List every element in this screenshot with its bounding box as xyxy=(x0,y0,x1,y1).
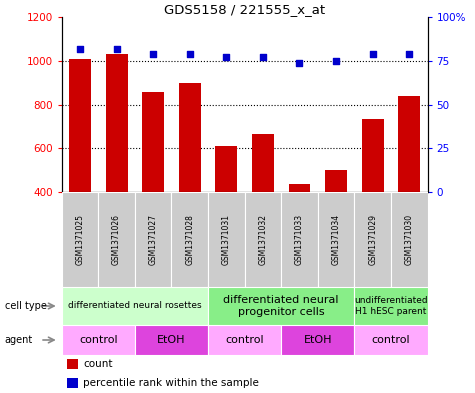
Text: GSM1371028: GSM1371028 xyxy=(185,214,194,265)
Text: differentiated neural rosettes: differentiated neural rosettes xyxy=(68,301,202,310)
Text: agent: agent xyxy=(5,335,33,345)
Bar xyxy=(62,287,208,325)
Text: count: count xyxy=(83,359,113,369)
Bar xyxy=(62,192,98,287)
Text: GSM1371027: GSM1371027 xyxy=(149,214,158,265)
Point xyxy=(222,54,230,61)
Text: percentile rank within the sample: percentile rank within the sample xyxy=(83,378,259,388)
Text: undifferentiated
H1 hESC parent: undifferentiated H1 hESC parent xyxy=(354,296,428,316)
Bar xyxy=(66,378,78,388)
Bar xyxy=(354,325,428,355)
Bar xyxy=(179,83,201,192)
Point xyxy=(405,51,413,57)
Text: GSM1371031: GSM1371031 xyxy=(222,214,231,265)
Bar xyxy=(398,96,420,192)
Bar xyxy=(171,192,208,287)
Text: EtOH: EtOH xyxy=(157,335,186,345)
Bar xyxy=(208,287,354,325)
Point xyxy=(149,51,157,57)
Point xyxy=(295,59,304,66)
Bar xyxy=(361,119,384,192)
Bar xyxy=(252,134,274,192)
Bar xyxy=(281,325,354,355)
Text: GSM1371030: GSM1371030 xyxy=(405,214,414,265)
Text: cell type: cell type xyxy=(5,301,47,311)
Bar xyxy=(245,192,281,287)
Bar xyxy=(142,92,164,192)
Point xyxy=(186,51,194,57)
Text: differentiated neural
progenitor cells: differentiated neural progenitor cells xyxy=(223,295,339,317)
Bar xyxy=(66,359,78,369)
Bar xyxy=(208,325,281,355)
Bar xyxy=(135,192,171,287)
Bar xyxy=(325,170,347,192)
Text: GSM1371032: GSM1371032 xyxy=(258,214,267,265)
Bar xyxy=(105,54,128,192)
Title: GDS5158 / 221555_x_at: GDS5158 / 221555_x_at xyxy=(164,3,325,16)
Text: GSM1371026: GSM1371026 xyxy=(112,214,121,265)
Point xyxy=(332,58,340,64)
Point xyxy=(369,51,377,57)
Bar xyxy=(354,192,391,287)
Point xyxy=(76,45,84,51)
Text: control: control xyxy=(371,335,410,345)
Text: GSM1371034: GSM1371034 xyxy=(332,214,341,265)
Bar xyxy=(98,192,135,287)
Bar xyxy=(69,59,91,192)
Bar xyxy=(288,184,311,192)
Bar xyxy=(208,192,245,287)
Bar xyxy=(215,146,238,192)
Text: GSM1371025: GSM1371025 xyxy=(76,214,85,265)
Bar xyxy=(62,325,135,355)
Point xyxy=(113,45,121,51)
Text: EtOH: EtOH xyxy=(304,335,332,345)
Bar xyxy=(135,325,208,355)
Text: control: control xyxy=(79,335,118,345)
Bar xyxy=(391,192,428,287)
Text: GSM1371029: GSM1371029 xyxy=(368,214,377,265)
Point xyxy=(259,54,267,61)
Text: control: control xyxy=(225,335,264,345)
Bar xyxy=(354,287,428,325)
Bar xyxy=(318,192,354,287)
Bar xyxy=(281,192,318,287)
Text: GSM1371033: GSM1371033 xyxy=(295,214,304,265)
